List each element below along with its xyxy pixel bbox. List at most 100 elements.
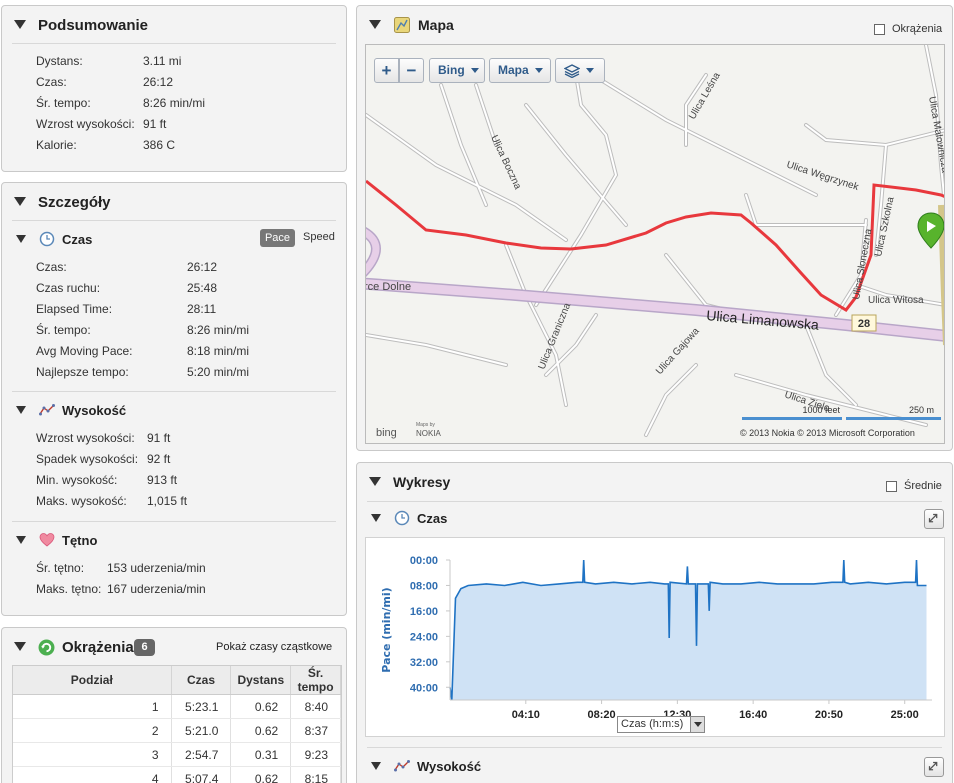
table-cell: 3 [13, 742, 172, 767]
map-copyright: © 2013 Nokia © 2013 Microsoft Corporatio… [740, 428, 915, 438]
x-tick-label: 04:10 [512, 709, 540, 721]
stat-value: 167 uderzenia/min [107, 582, 206, 596]
x-tick-label: 20:50 [815, 709, 843, 721]
stat-label: Dystans: [36, 54, 83, 68]
y-tick-label: 00:00 [410, 555, 438, 567]
stat-value: 91 ft [143, 117, 167, 131]
table-row[interactable]: 4 5:07.4 0.62 8:15 [13, 766, 341, 783]
laps-header[interactable]: Okrążenia 6 Pokaż czasy cząstkowe [2, 628, 346, 666]
stat-label: Maks. tętno: [36, 582, 102, 596]
heart-rate-section-header[interactable]: Tętno [2, 529, 346, 553]
averages-checkbox-label: Średnie [904, 480, 942, 492]
collapse-triangle-icon[interactable] [16, 536, 26, 544]
stat-value: 25:48 [187, 281, 218, 295]
details-header[interactable]: Szczegóły [2, 183, 346, 221]
table-cell: 8:37 [290, 718, 341, 743]
stat-label: Wzrost wysokości: [36, 117, 135, 131]
street-label-wegrzynek: Ulica Węgrzynek [785, 159, 861, 193]
expand-chart-button[interactable] [924, 509, 944, 529]
x-axis-select[interactable]: Czas (h:m:s) [617, 716, 705, 733]
maps-by-label: Maps by [416, 422, 435, 428]
stat-value: 3.11 mi [143, 54, 182, 68]
pace-chart[interactable]: 00:00 08:00 16:00 24:00 32:00 40:00 04:10 08:20… [365, 537, 945, 737]
road-east [938, 204, 944, 346]
heart-rate-section-title: Tętno [62, 533, 98, 548]
laps-column-header[interactable]: Podział [13, 666, 172, 695]
table-cell: 2 [13, 718, 172, 743]
stat-value: 5:20 min/mi [187, 365, 250, 379]
x-axis-select-label: Czas (h:m:s) [621, 718, 684, 730]
stat-label: Avg Moving Pace: [36, 344, 133, 358]
collapse-triangle-icon[interactable] [16, 235, 26, 243]
laps-checkbox[interactable] [874, 24, 885, 35]
collapse-triangle-icon[interactable] [371, 514, 381, 522]
map-type-dropdown[interactable]: Mapa [489, 58, 551, 83]
pace-toggle[interactable]: Pace [260, 229, 295, 247]
divider [367, 501, 942, 502]
scale-meters-label: 250 m [909, 405, 934, 415]
charts-title: Wykresy [393, 474, 451, 490]
elevation-section-header[interactable]: Wysokość [2, 399, 346, 423]
collapse-triangle-icon[interactable] [14, 20, 26, 29]
table-row[interactable]: 3 2:54.7 0.31 9:23 [13, 742, 341, 767]
expand-chart-button[interactable] [924, 757, 944, 777]
collapse-triangle-icon[interactable] [369, 20, 381, 29]
scale-feet-label: 1000 feet [802, 405, 840, 415]
expand-icon [928, 761, 938, 771]
zoom-in-button[interactable]: + [374, 58, 399, 83]
map-layers-dropdown[interactable] [555, 58, 605, 83]
time-chart-header[interactable]: Czas [357, 507, 952, 531]
street-label-witosa: Ulica Witosa [868, 295, 924, 306]
y-axis-label: Pace (min/mi) [380, 587, 393, 672]
pace-line [449, 559, 927, 701]
table-cell: 0.62 [230, 694, 292, 719]
table-row[interactable]: 1 5:23.1 0.62 8:40 [13, 694, 341, 719]
laps-count-badge: 6 [134, 639, 155, 656]
collapse-triangle-icon[interactable] [14, 197, 26, 206]
stat-value: 8:18 min/mi [187, 344, 250, 358]
refresh-laps-icon [38, 639, 55, 656]
stat-value: 92 ft [147, 452, 171, 466]
stat-value: 26:12 [187, 260, 218, 274]
divider [12, 43, 336, 44]
charts-header[interactable]: Wykresy Średnie [357, 463, 952, 501]
y-tick-label: 32:00 [410, 657, 438, 669]
zoom-out-button[interactable]: − [399, 58, 424, 83]
summary-panel: Podsumowanie Dystans: 3.11 mi Czas: 26:12 Śr… [1, 5, 347, 172]
clock-icon [39, 231, 55, 247]
street-label-graniczna: Ulica Graniczna [537, 301, 574, 371]
elevation-chart-header[interactable]: Wysokość [357, 755, 952, 779]
speed-toggle[interactable]: Speed [303, 231, 335, 243]
heart-icon [39, 533, 55, 547]
table-cell: 2:54.7 [171, 742, 232, 767]
map-header[interactable]: Mapa Okrążenia [357, 6, 952, 44]
map-provider-dropdown[interactable]: Bing [429, 58, 485, 83]
stat-label: Elapsed Time: [36, 302, 113, 316]
laps-column-header[interactable]: Dystans [230, 666, 292, 695]
collapse-triangle-icon[interactable] [369, 477, 381, 486]
laps-column-header[interactable]: Śr. tempo [290, 666, 341, 695]
laps-table-wrap: Podział Czas Dystans Śr. tempo 1 5:23.1 0.62 8… [12, 665, 342, 783]
averages-checkbox[interactable] [886, 481, 897, 492]
stat-value: 28:11 [187, 302, 217, 316]
collapse-triangle-icon[interactable] [371, 762, 381, 770]
show-splits-link[interactable]: Pokaż czasy cząstkowe [216, 641, 333, 653]
table-cell: 4 [13, 766, 172, 783]
stat-label: Czas ruchu: [36, 281, 101, 295]
collapse-triangle-icon[interactable] [14, 642, 26, 651]
y-tick-label: 16:00 [410, 606, 438, 618]
summary-title: Podsumowanie [38, 17, 149, 34]
table-cell: 5:21.0 [171, 718, 232, 743]
chevron-down-icon [586, 68, 594, 74]
divider [12, 521, 336, 522]
table-row[interactable]: 2 5:21.0 0.62 8:37 [13, 718, 341, 743]
map-side-roads [366, 45, 944, 437]
map-canvas[interactable]: 28 Ulica Leśna Ulica Boczna Ulica Malown… [365, 44, 945, 444]
summary-header[interactable]: Podsumowanie [2, 6, 346, 44]
time-section-header[interactable]: Czas Pace Speed [2, 228, 346, 252]
collapse-triangle-icon[interactable] [16, 406, 26, 414]
bing-logo: bing [376, 427, 397, 439]
laps-column-header[interactable]: Czas [171, 666, 232, 695]
stat-label: Min. wysokość: [36, 473, 118, 487]
expand-icon [928, 513, 938, 523]
